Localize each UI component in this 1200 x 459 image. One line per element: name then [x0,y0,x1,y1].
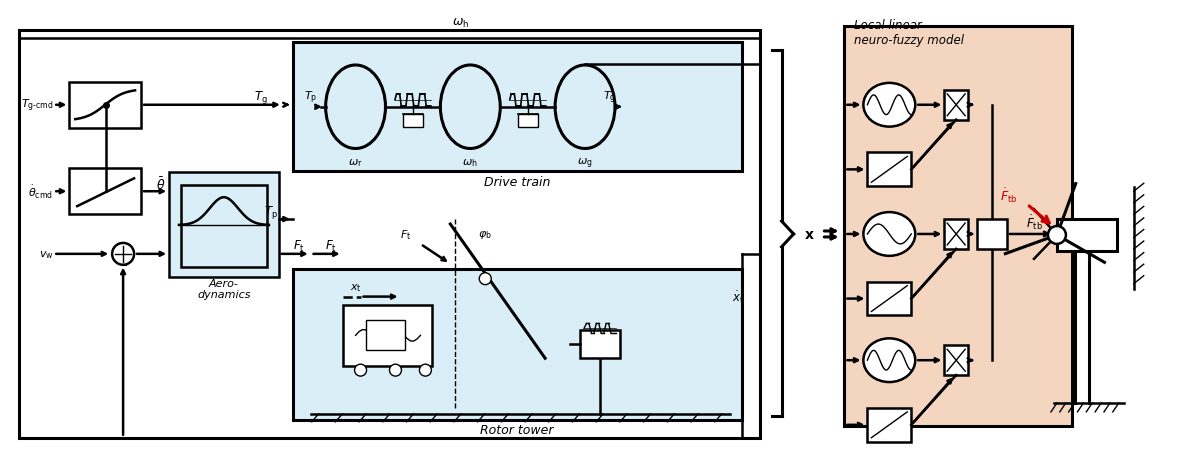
Bar [868,408,911,442]
Bar [169,173,278,277]
Bar [944,90,968,120]
Text: $\dot{x}_{\rm t}$: $\dot{x}_{\rm t}$ [732,289,745,305]
Bar [19,31,760,438]
Bar [366,321,406,351]
Bar [944,346,968,375]
Text: $T_{\rm g\text{-}cmd}$: $T_{\rm g\text{-}cmd}$ [20,97,53,114]
Text: Local linear
neuro-fuzzy model: Local linear neuro-fuzzy model [854,19,965,47]
Text: $\dot{F}_{\rm tb}$: $\dot{F}_{\rm tb}$ [1026,213,1043,232]
Text: $-$: $-$ [119,258,127,268]
Bar [293,269,742,420]
Circle shape [354,364,366,376]
Bar [977,219,1007,249]
Text: $\dot{\theta}_{\rm cmd}$: $\dot{\theta}_{\rm cmd}$ [29,183,53,200]
Text: $\vdots$: $\vdots$ [884,287,894,302]
Bar [845,27,1072,426]
Text: $T_{\rm g}$: $T_{\rm g}$ [254,89,268,106]
Text: $v_{\rm w}$: $v_{\rm w}$ [38,248,53,260]
Circle shape [112,243,134,265]
Text: $T_{\rm g}$: $T_{\rm g}$ [604,90,617,106]
Text: $\omega_{\rm h}$: $\omega_{\rm h}$ [462,157,478,169]
Bar [580,330,620,358]
Text: Aero-
dynamics: Aero- dynamics [197,278,251,300]
Circle shape [390,364,402,376]
Text: $\omega_{\rm h}$: $\omega_{\rm h}$ [451,17,469,30]
Ellipse shape [863,339,916,382]
Bar [517,114,538,127]
Text: $T_{\rm p}$: $T_{\rm p}$ [264,203,277,220]
Bar [293,43,742,172]
Text: $T_{\rm p}$: $T_{\rm p}$ [304,90,317,106]
Text: Rotor tower: Rotor tower [480,423,554,437]
Text: $F_{\rm t}$: $F_{\rm t}$ [293,239,305,254]
Text: $+$: $+$ [986,228,998,241]
Ellipse shape [863,84,916,127]
Text: $F_{\rm t}$: $F_{\rm t}$ [325,239,336,254]
Text: $\dot{F}_{\rm tb}$: $\dot{F}_{\rm tb}$ [1000,185,1018,204]
Text: $\varphi_{\rm b}$: $\varphi_{\rm b}$ [479,229,492,241]
Bar [403,114,422,127]
Bar [181,186,266,267]
Bar [70,169,142,215]
Text: $\omega_{\rm r}$: $\omega_{\rm r}$ [348,157,362,169]
Bar [868,153,911,187]
Text: $\bar{\theta}$: $\bar{\theta}$ [156,176,166,192]
Text: $\mathbf{x}$: $\mathbf{x}$ [804,228,815,241]
Bar [70,83,142,129]
Bar [868,282,911,316]
Circle shape [420,364,431,376]
Text: $\omega_{\rm g}$: $\omega_{\rm g}$ [577,156,593,170]
Bar [1057,219,1117,252]
Text: $F_{\rm t}$: $F_{\rm t}$ [400,228,412,241]
Circle shape [1048,227,1066,244]
Text: Drive train: Drive train [484,175,551,188]
Ellipse shape [863,213,916,256]
Text: $x_{\rm t}$: $x_{\rm t}$ [349,281,361,293]
Bar [342,305,432,366]
Bar [944,219,968,249]
Circle shape [479,273,491,285]
